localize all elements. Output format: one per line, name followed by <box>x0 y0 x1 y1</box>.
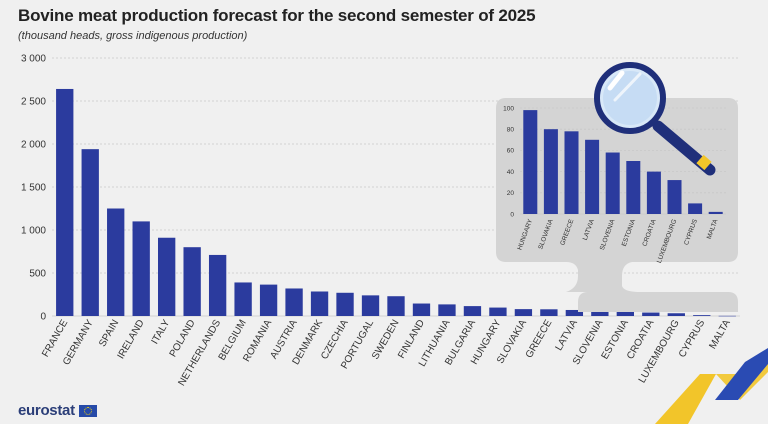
main-bar-czechia <box>336 292 354 316</box>
magnifier-icon <box>594 62 716 176</box>
inset-bar-hungary <box>523 110 538 214</box>
main-bar-poland <box>183 247 201 316</box>
main-bar-croatia <box>642 312 660 316</box>
inset-bar-latvia <box>585 139 600 214</box>
inset-bar-malta <box>708 211 723 214</box>
inset-bars <box>523 110 723 214</box>
main-bar-cyprus <box>693 315 711 316</box>
main-bar-austria <box>285 288 303 316</box>
inset-y-tick-label: 40 <box>507 169 515 176</box>
inset-y-tick-label: 80 <box>507 126 515 133</box>
main-bar-slovakia <box>514 309 533 316</box>
inset-bar-estonia <box>626 161 641 214</box>
main-y-tick-label: 2 500 <box>21 97 46 108</box>
main-bar-spain <box>107 208 125 316</box>
main-bar-sweden <box>387 296 405 316</box>
main-bar-slovenia <box>591 311 609 316</box>
main-bar-romania <box>259 284 278 316</box>
inset-y-tick-label: 100 <box>503 105 514 112</box>
main-bar-luxembourg <box>667 313 685 316</box>
eu-flag-icon <box>78 404 97 417</box>
main-bar-malta <box>718 315 736 317</box>
main-bar-latvia <box>565 309 584 316</box>
main-y-tick-label: 0 <box>40 312 46 323</box>
main-y-axis: 0 500 1 000 1 500 2 000 2 500 3 000 <box>21 54 46 323</box>
main-x-tick-label: LATVIA <box>554 318 581 353</box>
inset-y-tick-label: 20 <box>507 190 515 197</box>
main-x-tick-label: SPAIN <box>97 318 121 349</box>
main-y-tick-label: 500 <box>29 269 46 280</box>
inset-y-tick-label: 0 <box>510 211 514 218</box>
corner-ribbon-decoration <box>655 348 768 424</box>
main-bar-ireland <box>132 221 150 316</box>
inset-bar-cyprus <box>688 203 703 214</box>
main-y-tick-label: 1 000 <box>21 226 46 237</box>
main-bar-denmark <box>310 291 329 316</box>
chart-title: Bovine meat production forecast for the … <box>18 6 536 25</box>
main-bar-greece <box>540 309 558 316</box>
main-bar-france <box>56 88 74 317</box>
eurostat-logo: eurostat <box>18 402 97 419</box>
main-bar-netherlands <box>208 254 227 316</box>
inset-bar-slovenia <box>605 152 620 214</box>
main-y-tick-label: 3 000 <box>21 54 46 65</box>
main-bar-hungary <box>489 307 507 316</box>
main-bar-germany <box>81 149 99 316</box>
inset-bar-greece <box>564 131 579 214</box>
main-bar-italy <box>158 237 176 316</box>
main-bar-lithuania <box>438 304 456 316</box>
main-y-tick-label: 2 000 <box>21 140 46 151</box>
inset-y-axis: 0 20 40 60 80 100 <box>503 105 514 218</box>
main-x-tick-label: ITALY <box>150 318 173 347</box>
inset-bar-luxembourg <box>667 180 682 214</box>
inset-bar-slovakia <box>543 129 558 214</box>
main-bar-bulgaria <box>463 306 482 316</box>
main-y-tick-label: 1 500 <box>21 183 46 194</box>
main-bar-portugal <box>361 295 380 316</box>
main-bar-finland <box>412 303 431 316</box>
eurostat-logo-text: eurostat <box>18 402 75 419</box>
main-bars <box>56 88 736 317</box>
chart-subtitle: (thousand heads, gross indigenous produc… <box>18 30 248 42</box>
main-bar-estonia <box>616 311 634 316</box>
main-x-tick-label: MALTA <box>707 318 733 351</box>
inset-y-tick-label: 60 <box>507 148 515 155</box>
inset-bar-croatia <box>646 171 661 214</box>
main-bar-belgium <box>234 282 252 316</box>
